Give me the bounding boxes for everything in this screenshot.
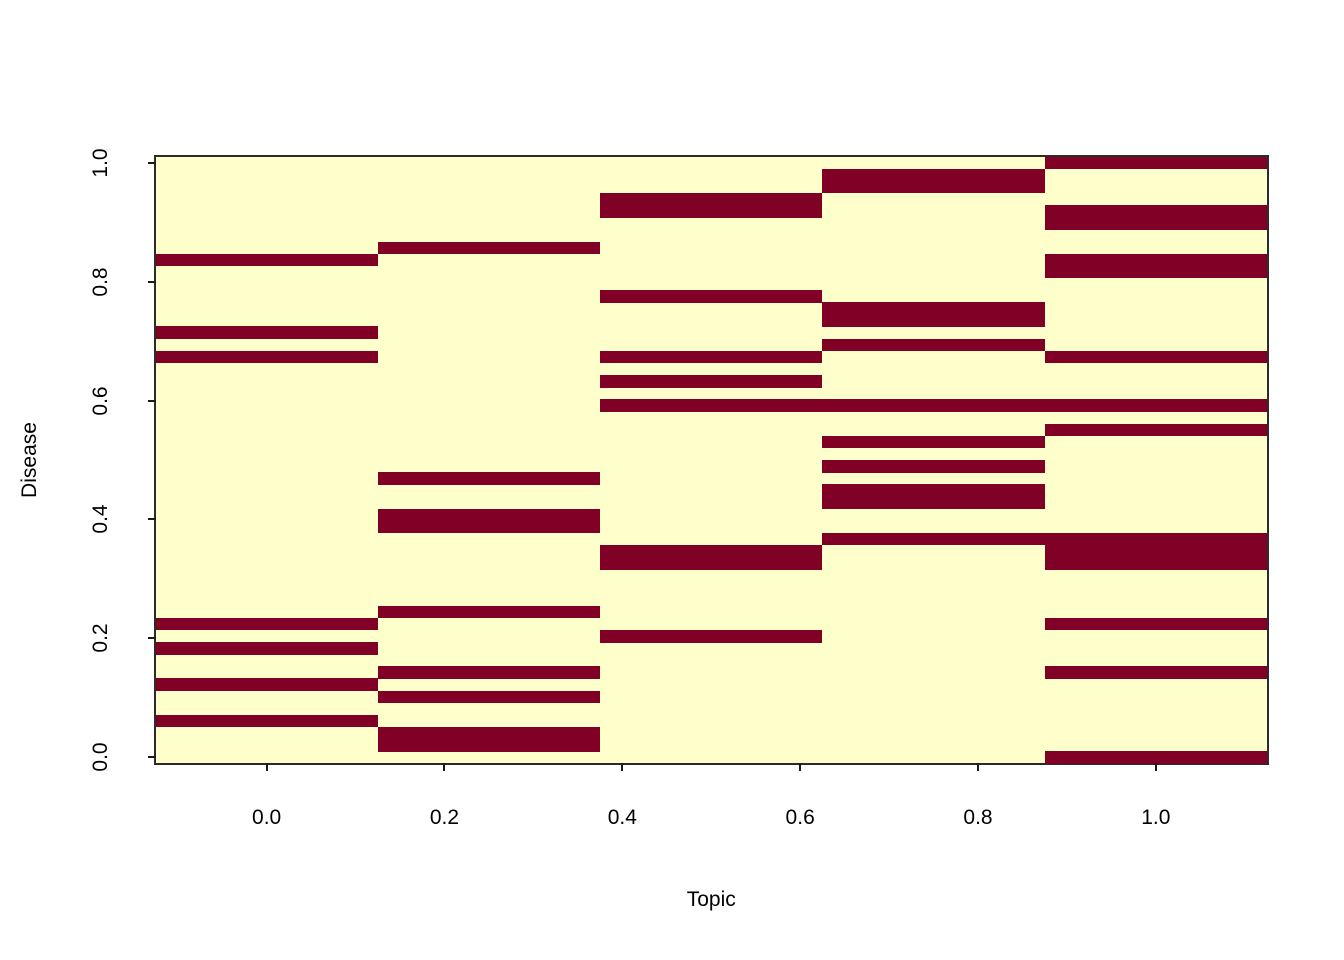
y-tick <box>147 280 156 283</box>
heatmap-cell <box>600 375 823 388</box>
heatmap-cell <box>1044 532 1267 546</box>
x-tick-label: 0.4 <box>607 806 637 829</box>
heatmap-cell <box>1044 205 1267 218</box>
x-tick-label: 1.0 <box>1141 806 1171 829</box>
heatmap-cell <box>822 459 1045 473</box>
heatmap-cell <box>1044 217 1267 230</box>
heatmap-cell <box>377 520 601 534</box>
y-tick <box>147 399 156 402</box>
y-tick <box>147 756 156 759</box>
heatmap-cell <box>155 642 378 655</box>
heatmap-cell <box>822 338 1045 352</box>
heatmap-column-3 <box>822 156 1045 764</box>
heatmap-cell <box>822 484 1045 497</box>
y-tick-label: 0.8 <box>89 267 112 297</box>
heatmap-cell <box>822 314 1045 327</box>
heatmap-cell <box>377 472 601 485</box>
x-tick-label: 0.6 <box>785 806 815 829</box>
heatmap-cell <box>377 241 601 255</box>
heatmap-cell <box>377 739 601 752</box>
heatmap-cell <box>155 326 378 340</box>
x-tick <box>443 763 446 772</box>
heatmap-cell <box>600 544 823 558</box>
x-tick <box>1154 763 1157 772</box>
heatmap-cell <box>1044 544 1267 558</box>
y-tick <box>147 161 156 164</box>
heatmap-cell <box>1044 666 1267 679</box>
heatmap-cell <box>600 290 823 303</box>
x-tick <box>265 763 268 772</box>
heatmap-cell <box>600 205 823 218</box>
heatmap-cell <box>377 666 601 679</box>
heatmap-column-0 <box>155 156 378 764</box>
heatmap-cell <box>822 496 1045 510</box>
heatmap-cell <box>155 253 378 267</box>
y-axis-title: Disease <box>18 422 41 498</box>
heatmap-column-2 <box>600 156 823 764</box>
heatmap-cell <box>155 678 378 692</box>
y-tick-label: 0.2 <box>89 623 112 653</box>
heatmap-cell <box>377 690 601 704</box>
y-tick-label: 1.0 <box>89 148 112 178</box>
heatmap-cell <box>377 508 601 522</box>
heatmap-column-4 <box>1044 156 1267 764</box>
heatmap-cell <box>600 629 823 643</box>
heatmap-cell <box>1044 751 1267 764</box>
heatmap-cell <box>1044 253 1267 267</box>
x-tick-label: 0.8 <box>963 806 993 829</box>
heatmap-cell <box>822 435 1045 449</box>
heatmap-cell <box>600 350 823 364</box>
heatmap-cell <box>1044 399 1267 412</box>
heatmap-cell <box>822 532 1045 546</box>
y-tick <box>147 637 156 640</box>
heatmap-cell <box>822 399 1045 412</box>
x-tick <box>621 763 624 772</box>
heatmap-column-1 <box>377 156 601 764</box>
heatmap-cell <box>377 605 601 619</box>
plot-area <box>153 154 1269 766</box>
heatmap-cell <box>822 302 1045 315</box>
heatmap-cell <box>822 180 1045 194</box>
heatmap-cell <box>1044 423 1267 437</box>
heatmap-cell <box>1044 350 1267 364</box>
y-tick-label: 0.6 <box>89 385 112 416</box>
heatmap-cell <box>155 714 378 728</box>
x-tick-label: 0.0 <box>252 806 282 829</box>
heatmap-cell <box>822 168 1045 182</box>
x-tick-label: 0.2 <box>429 806 460 829</box>
y-tick <box>147 518 156 521</box>
x-axis-title: Topic <box>686 888 736 911</box>
heatmap-cell <box>1044 265 1267 279</box>
heatmap-cell <box>377 726 601 740</box>
heatmap-cell <box>600 193 823 206</box>
heatmap-cell <box>600 399 823 412</box>
heatmap-cell <box>1044 557 1267 570</box>
heatmap-cell <box>1044 617 1267 631</box>
heatmap-cell <box>155 617 378 631</box>
x-tick <box>977 763 979 772</box>
x-tick <box>799 763 802 772</box>
y-tick-label: 0.0 <box>89 742 112 772</box>
heatmap-cell <box>1044 156 1267 170</box>
y-tick-label: 0.4 <box>89 504 112 535</box>
heatmap-cell <box>600 557 823 570</box>
heatmap-cell <box>155 350 378 364</box>
